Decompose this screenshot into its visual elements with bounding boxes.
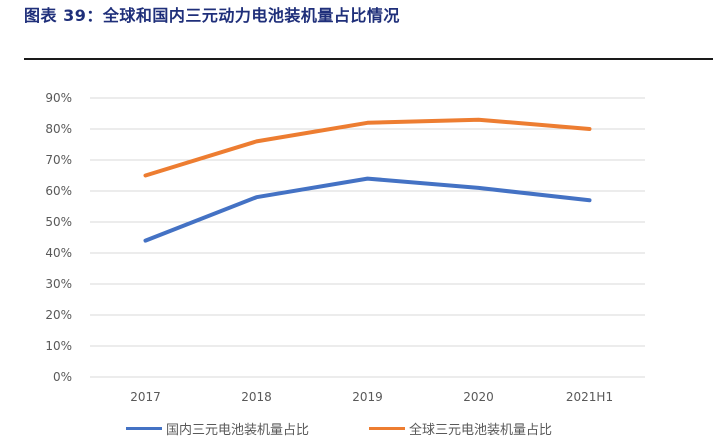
y-tick-label: 20% xyxy=(45,308,72,322)
y-tick-label: 70% xyxy=(45,153,72,167)
legend-item-global: 全球三元电池装机量占比 xyxy=(369,419,552,438)
y-tick-label: 30% xyxy=(45,277,72,291)
x-tick-label: 2017 xyxy=(130,390,161,404)
x-tick-label: 2018 xyxy=(241,390,272,404)
series-line-global xyxy=(146,120,590,176)
x-tick-label: 2019 xyxy=(352,390,383,404)
series-line-domestic xyxy=(146,179,590,241)
title-divider xyxy=(24,58,713,60)
figure-title: 图表 39：全球和国内三元动力电池装机量占比情况 xyxy=(24,2,400,26)
y-tick-label: 80% xyxy=(45,122,72,136)
y-tick-label: 40% xyxy=(45,246,72,260)
x-tick-label: 2020 xyxy=(463,390,494,404)
x-tick-label: 2021H1 xyxy=(566,390,613,404)
legend-label-domestic: 国内三元电池装机量占比 xyxy=(166,419,309,438)
chart-area: 0% 10% 20% 30% 40% 50% 60% 70% 80% 90% 2017 2018 201… xyxy=(24,76,713,436)
y-tick-label: 90% xyxy=(45,91,72,105)
legend-label-global: 全球三元电池装机量占比 xyxy=(409,419,552,438)
chart-legend: 国内三元电池装机量占比 全球三元电池装机量占比 xyxy=(24,419,713,439)
legend-item-domestic: 国内三元电池装机量占比 xyxy=(126,419,309,438)
y-tick-label: 10% xyxy=(45,339,72,353)
legend-swatch-domestic xyxy=(126,427,162,430)
legend-swatch-global xyxy=(369,427,405,430)
y-tick-label: 60% xyxy=(45,184,72,198)
line-chart: 0% 10% 20% 30% 40% 50% 60% 70% 80% 90% 2017 2018 201… xyxy=(24,76,713,436)
y-tick-label: 0% xyxy=(53,370,72,384)
y-tick-label: 50% xyxy=(45,215,72,229)
